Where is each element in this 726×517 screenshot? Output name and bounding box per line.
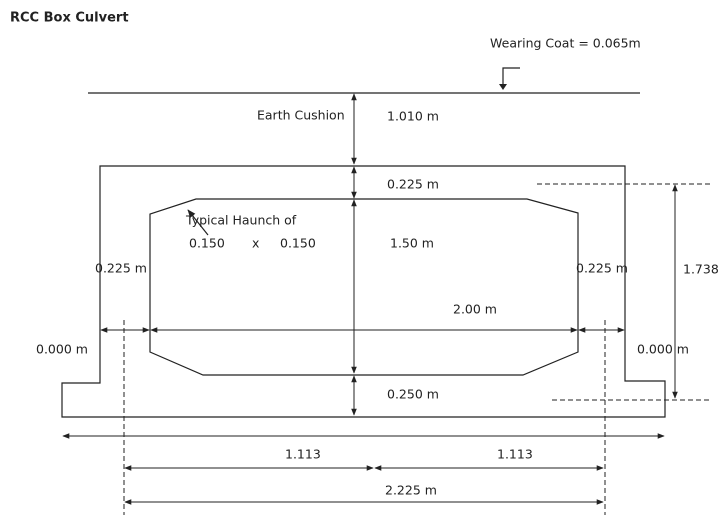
label: x xyxy=(252,236,259,251)
label: 0.000 m xyxy=(36,342,88,357)
label: 1.50 m xyxy=(390,236,434,251)
wearing-arrow xyxy=(499,84,507,90)
label: 0.225 m xyxy=(576,261,628,276)
title: RCC Box Culvert xyxy=(10,11,129,26)
label: 2.225 m xyxy=(385,483,437,498)
label: 1.113 xyxy=(497,447,533,462)
label: Wearing Coat = 0.065m xyxy=(490,36,641,51)
haunch-pointer xyxy=(187,209,209,236)
label: 0.150 xyxy=(189,236,225,251)
label: 0.225 m xyxy=(95,261,147,276)
label: 0.000 m xyxy=(637,342,689,357)
wearing-mark xyxy=(502,67,520,88)
inner-opening xyxy=(149,198,579,376)
label: 1.738 xyxy=(683,262,719,277)
label: 0.150 xyxy=(280,236,316,251)
label: Earth Cushion xyxy=(257,108,345,123)
label: 0.225 m xyxy=(387,177,439,192)
label: 1.010 m xyxy=(387,109,439,124)
outer-box xyxy=(61,165,666,418)
label: 2.00 m xyxy=(453,302,497,317)
label: Typical Haunch of xyxy=(185,213,297,228)
label: 1.113 xyxy=(285,447,321,462)
label: 0.250 m xyxy=(387,387,439,402)
